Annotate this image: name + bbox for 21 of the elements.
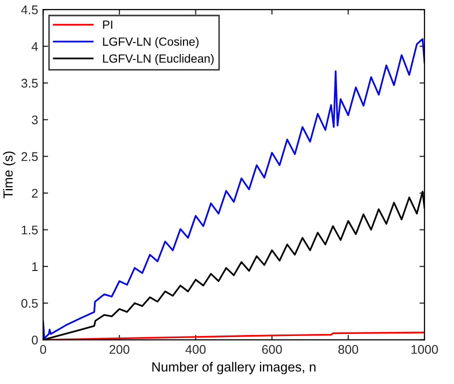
y-tick-label: 0.5 bbox=[21, 298, 38, 308]
y-tick-label: 3.5 bbox=[21, 78, 38, 88]
legend-label: PI bbox=[103, 20, 112, 29]
y-tick-label: 1 bbox=[32, 262, 38, 271]
x-tick-label: 800 bbox=[338, 345, 358, 354]
y-tick-label: 1.5 bbox=[22, 226, 38, 234]
x-tick-label: 1000 bbox=[412, 345, 438, 354]
x-tick-label: 400 bbox=[186, 345, 206, 354]
y-tick-label: 0 bbox=[32, 336, 38, 344]
x-tick-label: 200 bbox=[110, 345, 130, 354]
y-tick-label: 4 bbox=[32, 42, 38, 51]
y-axis-title: Time (s) bbox=[3, 152, 16, 198]
legend-label: LGFV-LN (Cosine) bbox=[103, 37, 199, 48]
x-axis-title: Number of gallery images, n bbox=[152, 362, 316, 374]
y-tick-label: 4.5 bbox=[21, 6, 38, 14]
y-tick-label: 2 bbox=[32, 188, 38, 198]
y-tick-label: 2.5 bbox=[22, 152, 38, 162]
legend-label: LGFV-LN (Euclidean) bbox=[103, 54, 214, 66]
x-tick-label: 600 bbox=[262, 345, 282, 354]
x-tick-label: 0 bbox=[40, 345, 46, 354]
y-tick-label: 3 bbox=[32, 115, 38, 124]
